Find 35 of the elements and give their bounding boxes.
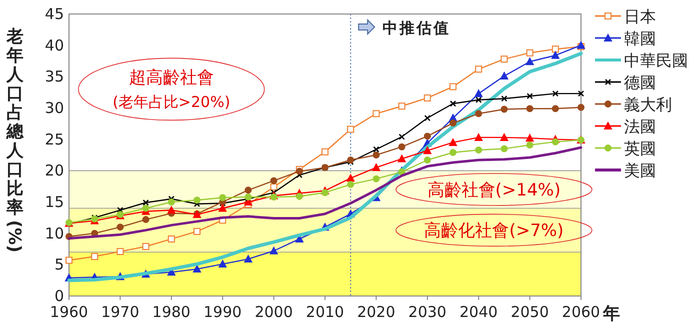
legend-label: 英國 — [624, 139, 656, 158]
y-tick-label: 20 — [44, 162, 64, 180]
band-label: 高齡社會(>14%) — [427, 180, 561, 200]
legend-label: 韓國 — [624, 29, 656, 48]
x-tick-label: 2010 — [306, 303, 344, 321]
x-tick-label: 2050 — [510, 303, 549, 321]
legend-label: 法國 — [624, 117, 656, 136]
band-label: 高齡化社會(>7%) — [424, 221, 564, 242]
x-tick-label: 2060 — [562, 303, 600, 321]
y-tick-label: 25 — [44, 130, 64, 148]
legend-label: 日本 — [624, 7, 656, 26]
x-tick-label: 1970 — [101, 303, 140, 321]
legend-label: 德國 — [624, 73, 656, 92]
x-tick-label: 2000 — [254, 303, 293, 321]
legend-label: 美國 — [624, 161, 656, 180]
y-tick-label: 35 — [44, 68, 64, 86]
x-axis-title: 年 — [602, 304, 620, 323]
x-tick-label: 1960 — [50, 303, 88, 321]
ref-line-label: 中推估值 — [382, 19, 451, 37]
x-tick-label: 2040 — [460, 303, 498, 321]
y-tick-label: 30 — [44, 99, 64, 117]
text: 老年人口占總人口比率(%) — [4, 27, 24, 253]
x-tick-label: 2020 — [357, 303, 396, 321]
annotation: 超高齡社會 (老年占比>20%) — [112, 68, 230, 112]
legend-label: 中華民國 — [624, 51, 688, 70]
y-tick-label: 15 — [44, 193, 64, 211]
legend-label: 義大利 — [624, 95, 672, 114]
y-tick-label: 40 — [44, 36, 64, 54]
y-tick-label: 5 — [54, 256, 64, 274]
y-tick-label: 10 — [44, 224, 64, 242]
x-tick-label: 2030 — [408, 303, 446, 321]
y-tick-label: 0 — [54, 287, 64, 305]
y-tick-label: 45 — [44, 5, 64, 23]
x-tick-label: 1990 — [204, 303, 242, 321]
x-tick-label: 1980 — [152, 303, 190, 321]
